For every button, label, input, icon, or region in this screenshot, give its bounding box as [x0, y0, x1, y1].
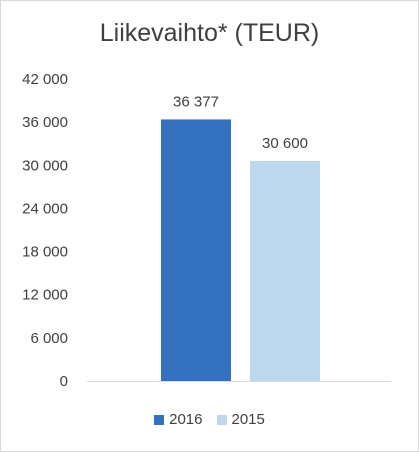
y-tick-label: 18 000	[22, 244, 68, 261]
y-tick-label: 42 000	[22, 71, 68, 88]
y-tick-label: 30 000	[22, 157, 68, 174]
legend-swatch-2016	[154, 414, 165, 425]
y-tick-label: 36 000	[22, 114, 68, 131]
legend-label-2015: 2015	[231, 411, 265, 428]
y-tick-label: 24 000	[22, 200, 68, 217]
legend-item-2016: 2016	[154, 411, 203, 428]
data-label-2016: 36 377	[173, 93, 219, 110]
bar-2015	[250, 160, 320, 381]
legend-item-2015: 2015	[216, 411, 265, 428]
y-tick-label: 12 000	[22, 287, 68, 304]
y-tick-label: 0	[60, 373, 68, 390]
legend-swatch-2015	[216, 414, 227, 425]
data-label-2015: 30 600	[262, 135, 308, 152]
y-tick-label: 6 000	[30, 330, 68, 347]
legend-label-2016: 2016	[169, 411, 203, 428]
legend: 2016 2015	[1, 411, 418, 428]
chart-title: Liikevaihto* (TEUR)	[99, 19, 320, 47]
bar-2016	[161, 119, 231, 382]
